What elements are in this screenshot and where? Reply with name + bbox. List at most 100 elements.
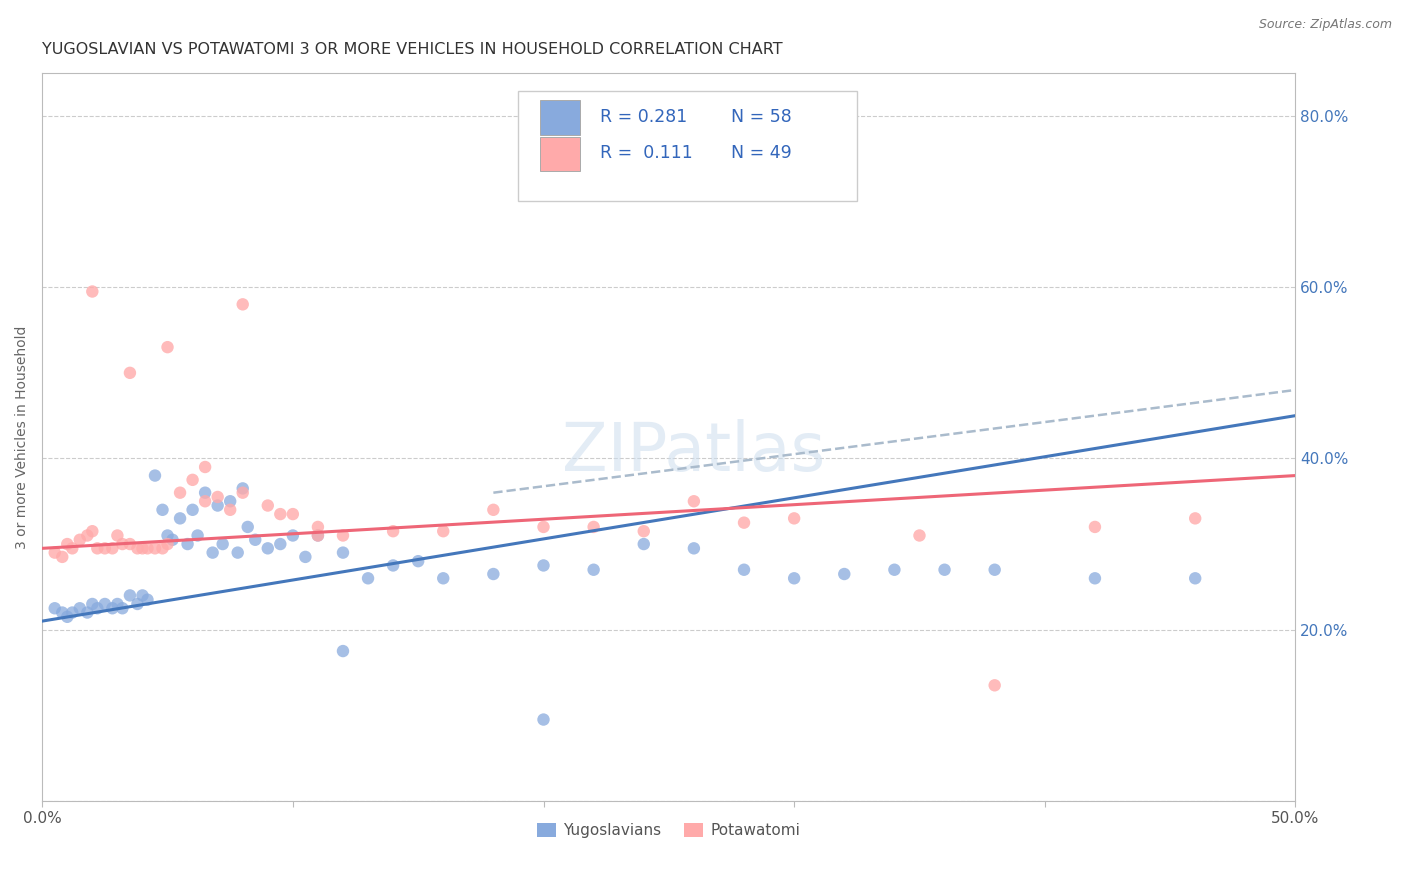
Point: [156, 528, 179, 542]
Point: [111, 601, 134, 615]
Point: [56, 537, 79, 551]
Point: [733, 563, 755, 577]
Point: [281, 507, 304, 521]
Point: [82, 285, 104, 299]
Point: [832, 567, 855, 582]
Point: [82, 524, 104, 539]
Point: [482, 567, 505, 582]
Point: [127, 541, 149, 556]
Point: [482, 503, 505, 517]
Point: [101, 541, 124, 556]
Point: [207, 499, 229, 513]
Point: [783, 571, 806, 585]
Point: [194, 460, 217, 475]
Point: [533, 713, 555, 727]
Point: [152, 541, 174, 556]
Point: [118, 366, 141, 380]
Point: [633, 524, 655, 539]
Point: [683, 541, 706, 556]
Point: [582, 520, 605, 534]
Point: [219, 503, 242, 517]
Point: [118, 537, 141, 551]
Point: [232, 297, 254, 311]
Text: ZIPatlas: ZIPatlas: [562, 418, 825, 484]
Point: [226, 546, 249, 560]
Point: [136, 541, 159, 556]
Point: [934, 563, 956, 577]
Point: [156, 340, 179, 354]
Point: [269, 537, 291, 551]
Point: [294, 549, 316, 564]
Point: [1184, 511, 1206, 525]
Point: [44, 601, 66, 615]
Point: [406, 554, 429, 568]
Point: [883, 563, 905, 577]
Point: [187, 528, 209, 542]
Point: [101, 601, 124, 615]
Legend: Yugoslavians, Potawatomi: Yugoslavians, Potawatomi: [531, 817, 807, 844]
Point: [127, 597, 149, 611]
Text: N = 49: N = 49: [731, 145, 792, 162]
Point: [82, 597, 104, 611]
Point: [357, 571, 380, 585]
Point: [983, 678, 1005, 692]
Text: N = 58: N = 58: [731, 108, 792, 126]
Point: [51, 606, 73, 620]
Point: [281, 528, 304, 542]
Point: [1084, 520, 1107, 534]
Point: [307, 528, 329, 542]
Point: [86, 601, 108, 615]
Point: [169, 511, 191, 525]
Text: Source: ZipAtlas.com: Source: ZipAtlas.com: [1258, 18, 1392, 31]
Point: [169, 485, 191, 500]
Point: [69, 533, 91, 547]
Point: [232, 482, 254, 496]
FancyBboxPatch shape: [540, 136, 579, 171]
Point: [983, 563, 1005, 577]
Text: R = 0.281: R = 0.281: [600, 108, 688, 126]
Point: [105, 597, 128, 611]
Point: [181, 473, 204, 487]
Point: [131, 589, 153, 603]
Point: [181, 503, 204, 517]
Point: [156, 537, 179, 551]
Point: [201, 546, 224, 560]
Point: [307, 520, 329, 534]
Point: [332, 644, 354, 658]
Point: [382, 524, 405, 539]
Point: [582, 563, 605, 577]
Point: [269, 507, 291, 521]
Y-axis label: 3 or more Vehicles in Household: 3 or more Vehicles in Household: [15, 326, 30, 549]
Text: R =  0.111: R = 0.111: [600, 145, 693, 162]
Point: [683, 494, 706, 508]
Point: [152, 503, 174, 517]
Point: [105, 528, 128, 542]
Point: [143, 541, 166, 556]
Point: [56, 610, 79, 624]
Point: [332, 546, 354, 560]
Text: YUGOSLAVIAN VS POTAWATOMI 3 OR MORE VEHICLES IN HOUSEHOLD CORRELATION CHART: YUGOSLAVIAN VS POTAWATOMI 3 OR MORE VEHI…: [42, 42, 783, 57]
Point: [60, 541, 83, 556]
Point: [176, 537, 198, 551]
Point: [194, 485, 217, 500]
Point: [69, 601, 91, 615]
Point: [1084, 571, 1107, 585]
Point: [111, 537, 134, 551]
Point: [194, 494, 217, 508]
Point: [533, 558, 555, 573]
Point: [382, 558, 405, 573]
Point: [232, 485, 254, 500]
Point: [245, 533, 267, 547]
Point: [908, 528, 931, 542]
Point: [633, 537, 655, 551]
Point: [136, 592, 159, 607]
Point: [256, 499, 278, 513]
Point: [94, 597, 117, 611]
Point: [783, 511, 806, 525]
Point: [51, 549, 73, 564]
Point: [432, 571, 454, 585]
Point: [94, 541, 117, 556]
Point: [733, 516, 755, 530]
Point: [207, 490, 229, 504]
Point: [131, 541, 153, 556]
